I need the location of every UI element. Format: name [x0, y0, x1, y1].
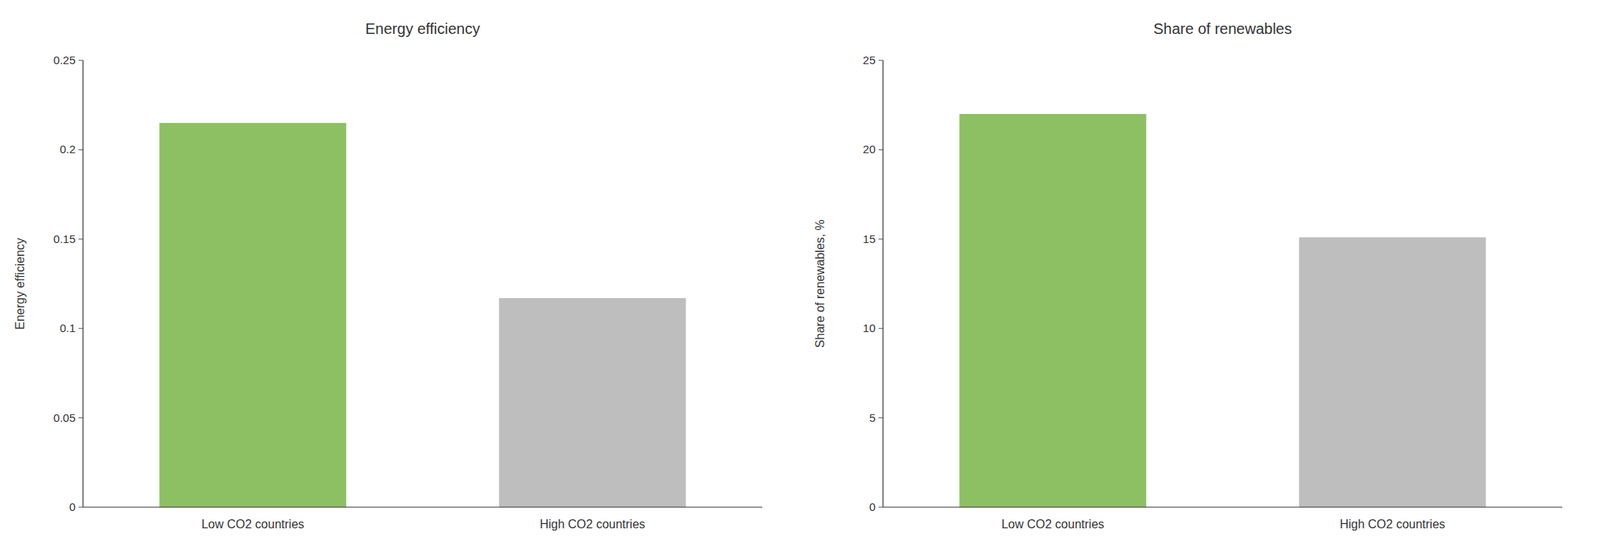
- y-tick-label: 0.05: [53, 411, 76, 425]
- x-axis-line: [883, 506, 1563, 508]
- y-tick: [878, 149, 884, 151]
- y-tick: [878, 328, 884, 330]
- bar: [159, 123, 347, 508]
- bar: [959, 113, 1147, 508]
- y-tick: [878, 60, 884, 62]
- y-tick: [878, 417, 884, 419]
- figure: Energy efficiency Energy efficiency 0 0.05 0…: [0, 0, 1600, 560]
- bars: [159, 123, 687, 508]
- x-tick-label: High CO2 countries: [1339, 517, 1446, 531]
- y-axis-label: Share of renewables, %: [813, 219, 827, 348]
- bars: [959, 113, 1487, 508]
- y-tick-label: 0.1: [59, 321, 76, 335]
- y-tick: [78, 507, 84, 508]
- y-tick-label: 25: [862, 53, 876, 67]
- y-axis-line: [882, 60, 884, 508]
- x-tick-label: Low CO2 countries: [201, 517, 305, 531]
- y-tick: [78, 417, 84, 419]
- y-tick-label: 0: [869, 500, 876, 514]
- y-tick: [878, 238, 884, 240]
- y-tick-label: 10: [862, 321, 876, 335]
- y-tick-label: 0.15: [53, 232, 76, 246]
- y-tick-label: 20: [862, 142, 876, 156]
- chart-panel: Share of renewables Share of renewables, …: [813, 20, 1563, 531]
- chart-panel: Energy efficiency Energy efficiency 0 0.05 0…: [13, 20, 763, 531]
- x-axis-line: [83, 506, 763, 508]
- y-axis-label: Energy efficiency: [13, 237, 27, 330]
- x-tick-label: Low CO2 countries: [1001, 517, 1105, 531]
- y-tick: [878, 507, 884, 508]
- bar: [498, 298, 687, 508]
- y-tick: [78, 238, 84, 240]
- bar: [1298, 236, 1487, 508]
- chart-title: Share of renewables: [1153, 20, 1292, 37]
- y-tick-label: 0.25: [53, 53, 76, 67]
- y-tick: [78, 149, 84, 151]
- chart-root: Energy efficiency Energy efficiency 0 0.05 0…: [0, 0, 1600, 560]
- y-axis-line: [82, 60, 84, 508]
- x-tick-label: High CO2 countries: [539, 517, 646, 531]
- chart-title: Energy efficiency: [365, 20, 480, 37]
- y-tick-label: 0.2: [59, 142, 76, 156]
- y-tick: [78, 60, 84, 62]
- y-tick: [78, 328, 84, 330]
- y-tick-label: 5: [869, 411, 876, 425]
- y-tick-label: 0: [69, 500, 76, 514]
- y-tick-label: 15: [862, 232, 876, 246]
